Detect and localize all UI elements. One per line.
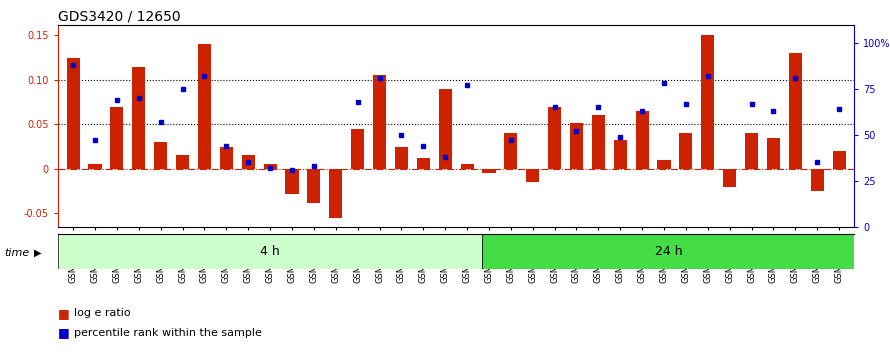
- Bar: [745, 133, 758, 169]
- Bar: [832, 151, 846, 169]
- Bar: [592, 115, 605, 169]
- Bar: [263, 164, 277, 169]
- Bar: [329, 169, 343, 218]
- Bar: [395, 147, 408, 169]
- Bar: [635, 111, 649, 169]
- Bar: [482, 234, 854, 269]
- Text: ▶: ▶: [34, 248, 41, 258]
- Bar: [307, 169, 320, 202]
- Bar: [67, 58, 80, 169]
- Text: 24 h: 24 h: [654, 245, 683, 258]
- Bar: [417, 158, 430, 169]
- Bar: [526, 169, 539, 182]
- Bar: [176, 155, 190, 169]
- Bar: [373, 75, 386, 169]
- Bar: [439, 89, 452, 169]
- Bar: [351, 129, 364, 169]
- Bar: [570, 122, 583, 169]
- Bar: [154, 142, 167, 169]
- Bar: [723, 169, 736, 187]
- Text: percentile rank within the sample: percentile rank within the sample: [74, 328, 262, 338]
- Bar: [767, 138, 780, 169]
- Bar: [482, 169, 496, 173]
- Text: log e ratio: log e ratio: [74, 308, 131, 318]
- Bar: [58, 234, 482, 269]
- Bar: [679, 133, 692, 169]
- Bar: [658, 160, 670, 169]
- Bar: [460, 164, 473, 169]
- Bar: [286, 169, 298, 194]
- Text: time: time: [4, 248, 29, 258]
- Text: ■: ■: [58, 326, 69, 339]
- Bar: [88, 164, 101, 169]
- Text: 4 h: 4 h: [260, 245, 280, 258]
- Bar: [220, 147, 233, 169]
- Bar: [505, 133, 517, 169]
- Bar: [242, 155, 255, 169]
- Bar: [110, 107, 124, 169]
- Text: ■: ■: [58, 307, 69, 320]
- Bar: [548, 107, 562, 169]
- Bar: [701, 35, 715, 169]
- Bar: [614, 140, 627, 169]
- Bar: [133, 67, 145, 169]
- Bar: [811, 169, 824, 191]
- Bar: [789, 53, 802, 169]
- Text: GDS3420 / 12650: GDS3420 / 12650: [58, 10, 181, 24]
- Bar: [198, 44, 211, 169]
